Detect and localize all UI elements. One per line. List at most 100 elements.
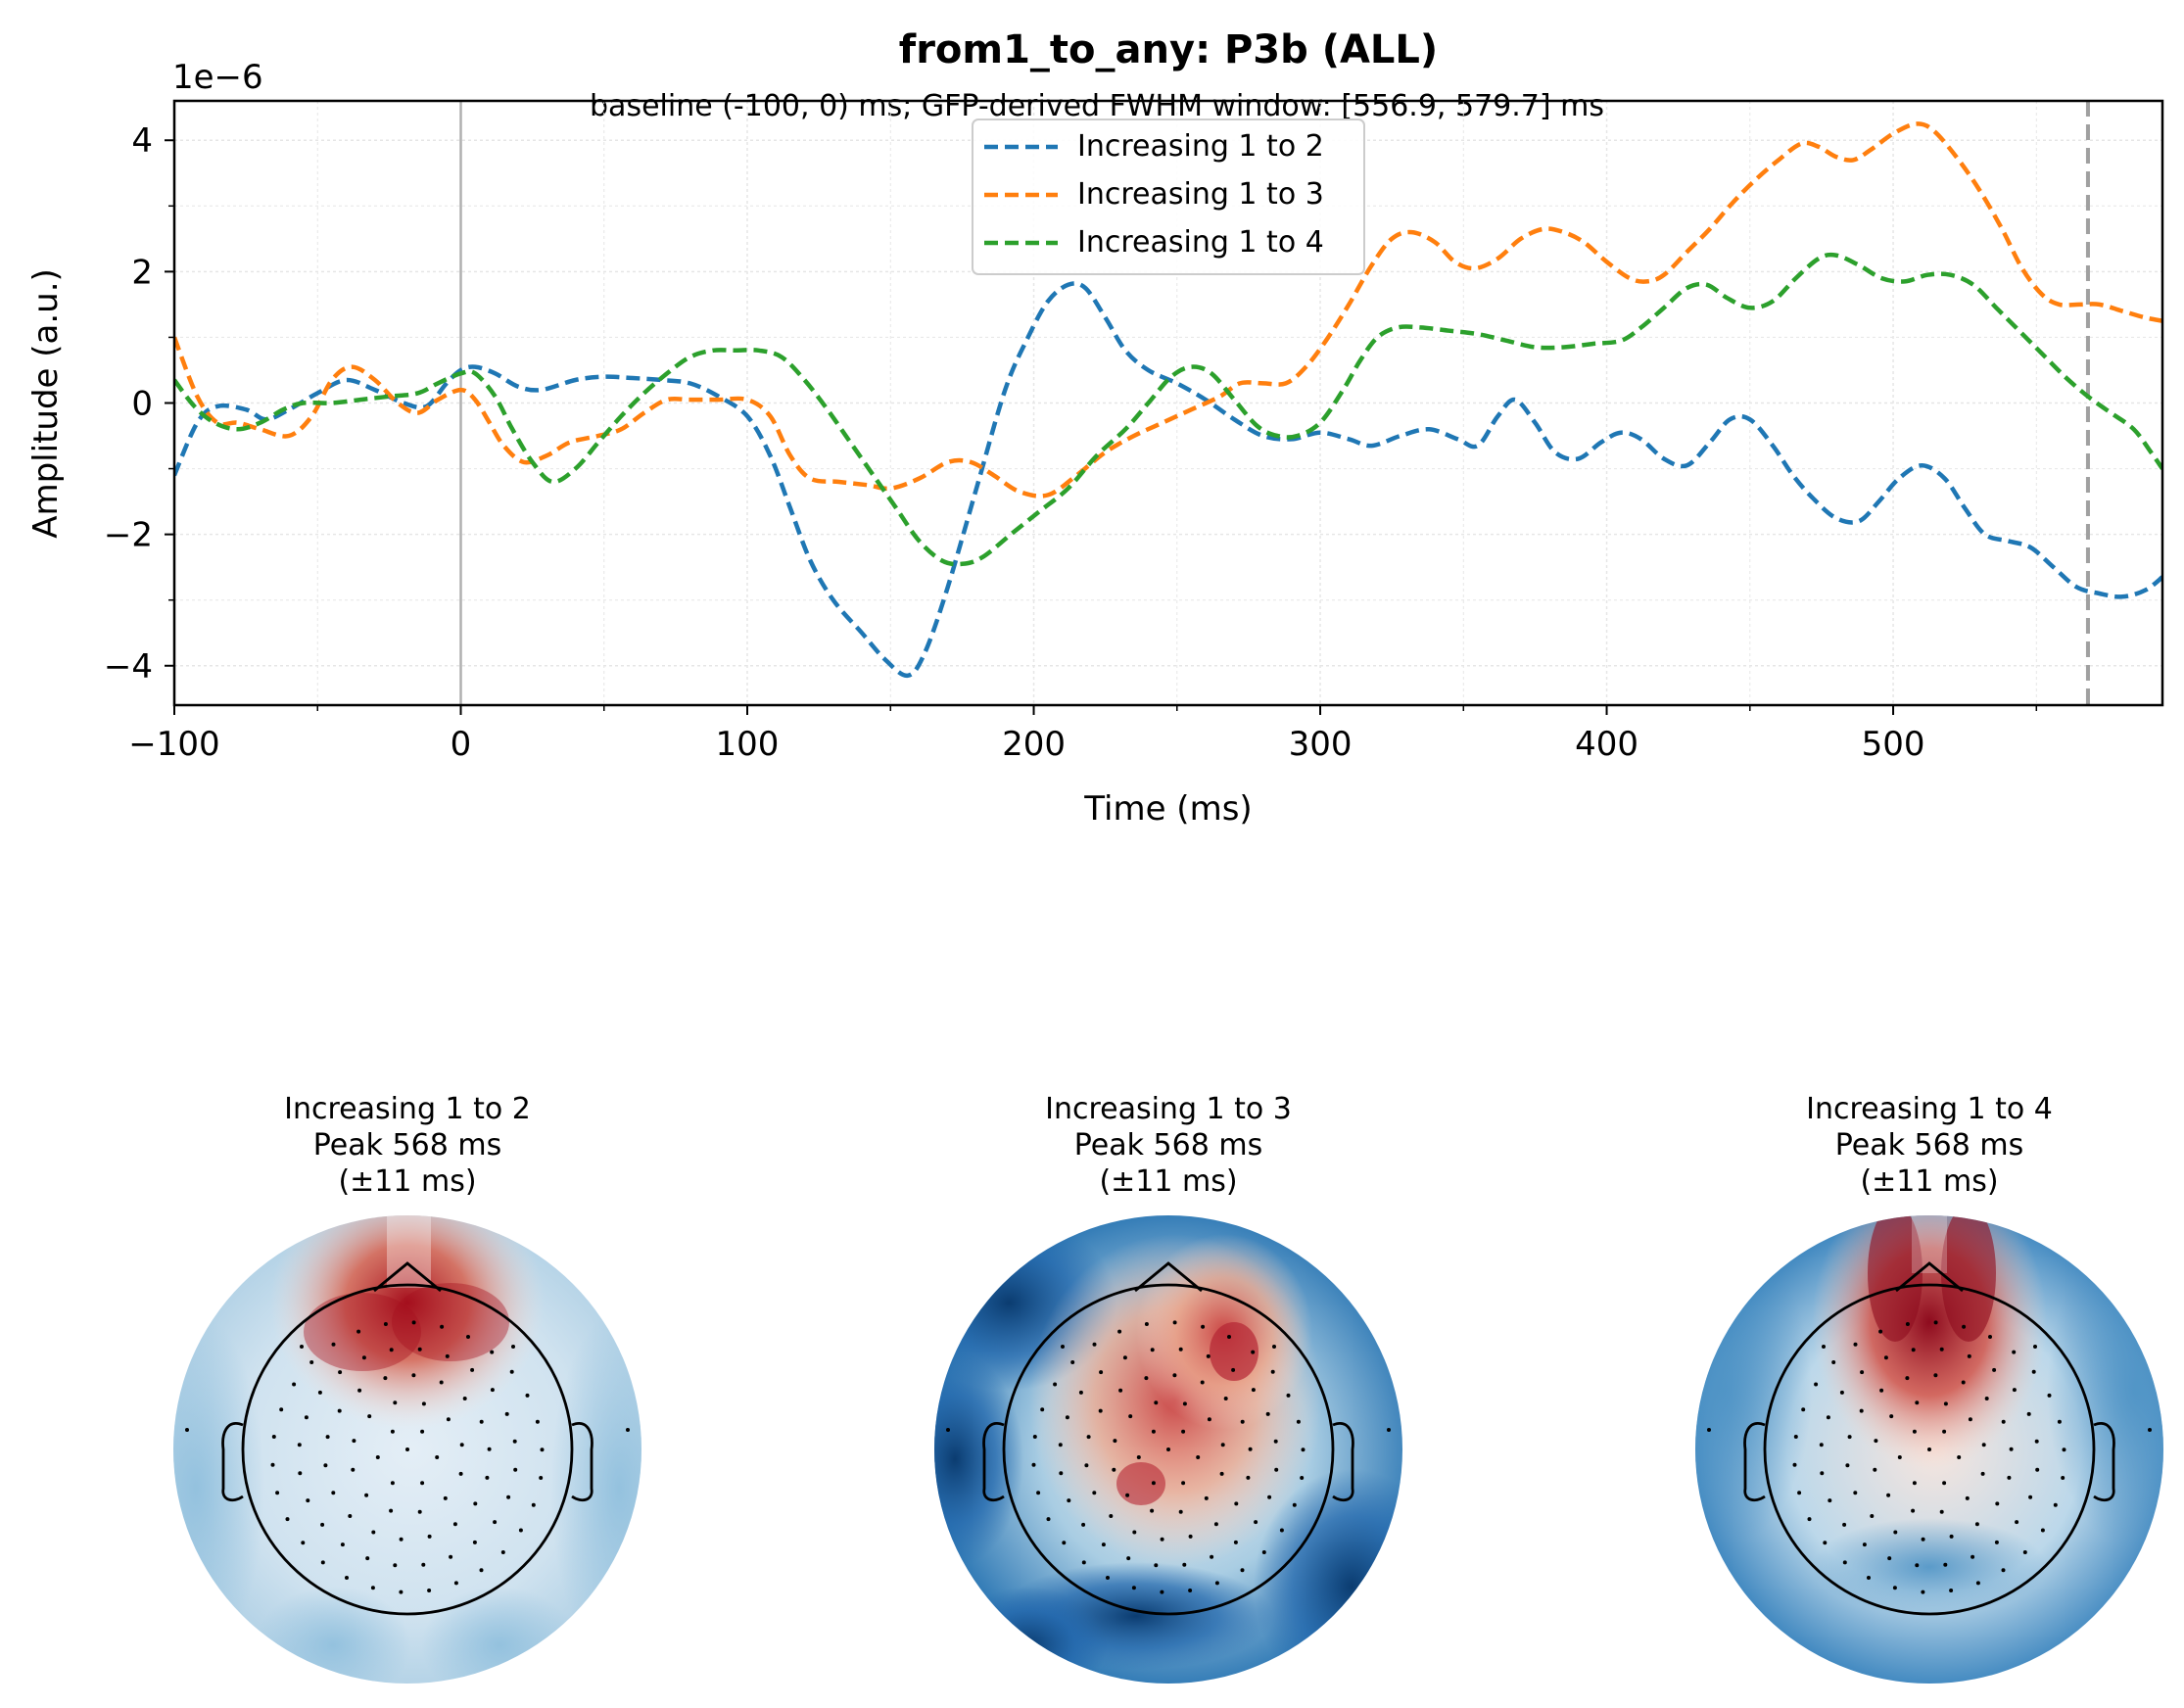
sensor-dot — [309, 1360, 314, 1364]
sensor-dot — [1839, 1390, 1844, 1395]
sensor-dot — [1128, 1414, 1133, 1419]
sensor-dot — [317, 1390, 322, 1395]
sensor-dot — [1233, 1540, 1238, 1544]
sensor-dot — [1172, 1373, 1177, 1378]
sensor-dot — [2012, 1388, 2017, 1393]
sensor-dot — [1943, 1401, 1948, 1406]
sensor-dot — [2022, 1550, 2027, 1554]
sensor-dot — [509, 1369, 514, 1374]
sensor-dot — [1059, 1471, 1064, 1476]
sensor-dot — [271, 1435, 276, 1439]
sensor-dot — [1081, 1560, 1086, 1565]
sensor-dot — [1387, 1428, 1391, 1432]
topomap-3-title: Increasing 1 to 4 — [1806, 1092, 2053, 1126]
sensor-dot — [1098, 1408, 1103, 1413]
sensor-dot — [390, 1429, 395, 1434]
sensor-dot — [1251, 1350, 1256, 1354]
sensor-dot — [946, 1428, 950, 1432]
sensor-dot — [405, 1447, 409, 1451]
sensor-dot — [479, 1568, 484, 1573]
sensor-dot — [1921, 1537, 1925, 1542]
sensor-dot — [479, 1419, 484, 1424]
sensor-dot — [1887, 1556, 1892, 1561]
sensor-dot — [490, 1388, 495, 1393]
topomap-1-peak: Peak 568 ms — [313, 1128, 501, 1162]
sensor-dot — [1207, 1417, 1211, 1422]
sensor-dot — [1915, 1400, 1920, 1405]
sensor-dot — [1240, 1568, 1245, 1573]
sensor-dot — [1181, 1481, 1186, 1486]
sensor-dot — [1939, 1347, 1944, 1352]
sensor-dot — [1246, 1475, 1251, 1480]
sensor-dot — [1286, 1393, 1291, 1398]
sensor-dot — [275, 1491, 280, 1495]
sensor-dot — [389, 1508, 394, 1513]
sensor-dot — [1154, 1563, 1159, 1568]
legend-box — [972, 119, 1365, 275]
sensor-dot — [525, 1393, 530, 1398]
sensor-dot — [1058, 1443, 1063, 1447]
sensor-dot — [1117, 1329, 1122, 1334]
sensor-dot — [458, 1471, 463, 1476]
sensor-dot — [453, 1581, 458, 1586]
topomap-3-peak: Peak 568 ms — [1835, 1128, 2023, 1162]
sensor-dot — [427, 1589, 432, 1592]
sensor-dot — [1125, 1493, 1130, 1497]
sensor-dot — [270, 1462, 275, 1467]
sensor-dot — [473, 1501, 478, 1506]
sensor-dot — [1219, 1471, 1224, 1476]
sensor-dot — [504, 1411, 509, 1416]
sensor-dot — [1949, 1534, 1954, 1539]
sensor-dot — [1220, 1443, 1225, 1447]
sensor-dot — [531, 1502, 536, 1507]
sensor-dot — [1231, 1367, 1236, 1372]
sensor-dot — [1070, 1360, 1075, 1364]
sensor-dot — [1274, 1467, 1279, 1472]
sensor-dot — [1065, 1415, 1069, 1420]
sensor-dot — [2031, 1369, 2036, 1374]
sensor-dot — [2001, 1568, 2006, 1573]
topomap-3-window: (±11 ms) — [1860, 1164, 1998, 1199]
sensor-dot — [417, 1347, 422, 1352]
y-axis-label: Amplitude (a.u.) — [26, 268, 66, 539]
sensor-dot — [421, 1562, 426, 1567]
sensor-dot — [411, 1373, 416, 1378]
x-tick-label: 300 — [1289, 725, 1353, 764]
topomap-2: Increasing 1 to 3 Peak 568 ms (±11 ms) — [934, 1092, 1402, 1684]
sensor-dot — [1823, 1541, 1828, 1545]
sensor-dot — [1160, 1589, 1164, 1594]
sensor-dot — [1223, 1397, 1228, 1400]
y-tick-label: 4 — [131, 121, 153, 161]
sensor-dot — [445, 1353, 450, 1358]
sensor-dot — [370, 1586, 375, 1590]
sensor-dot — [306, 1498, 310, 1503]
sensor-dot — [466, 1335, 470, 1339]
sensor-dot — [1870, 1514, 1875, 1518]
sensor-dot — [1842, 1522, 1847, 1527]
sensor-dot — [2061, 1476, 2065, 1480]
sensor-dot — [1210, 1554, 1214, 1559]
sensor-dot — [1980, 1471, 1985, 1476]
sensor-dot — [1962, 1324, 1967, 1329]
sensor-dot — [1182, 1562, 1187, 1567]
sensor-dot — [1273, 1439, 1278, 1444]
sensor-dot — [2062, 1447, 2066, 1452]
markers — [459, 101, 2090, 705]
sensor-dot — [500, 1550, 505, 1554]
sensor-dot — [513, 1467, 518, 1472]
sensor-dot — [1939, 1509, 1944, 1514]
sensor-dot — [1933, 1320, 1938, 1325]
sensor-dot — [348, 1514, 353, 1518]
series-line-1 — [174, 281, 2162, 679]
sensor-dot — [1061, 1345, 1065, 1349]
sensor-dot — [2001, 1419, 2006, 1424]
sensor-dot — [1921, 1589, 1925, 1594]
sensor-dot — [2148, 1428, 2152, 1432]
sensor-dot — [439, 1380, 444, 1385]
sensor-dot — [1874, 1439, 1878, 1444]
sensor-dot — [1831, 1360, 1836, 1364]
sensor-dot — [367, 1414, 372, 1419]
sensor-dot — [511, 1345, 515, 1349]
sensor-dot — [390, 1481, 395, 1486]
